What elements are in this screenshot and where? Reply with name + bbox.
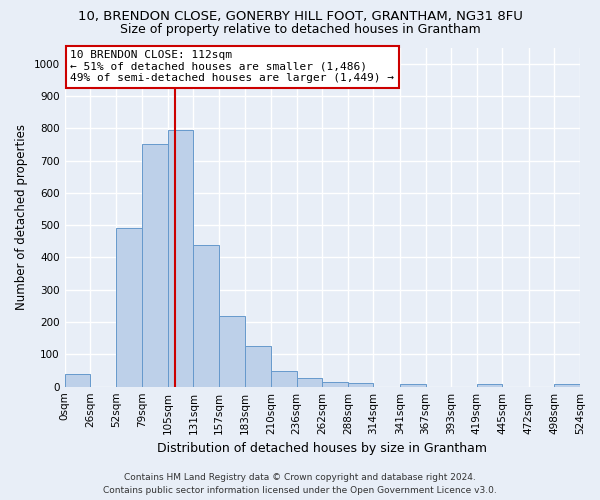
Y-axis label: Number of detached properties: Number of detached properties — [15, 124, 28, 310]
Text: Size of property relative to detached houses in Grantham: Size of property relative to detached ho… — [119, 22, 481, 36]
Bar — [322, 382, 348, 386]
Text: 10, BRENDON CLOSE, GONERBY HILL FOOT, GRANTHAM, NG31 8FU: 10, BRENDON CLOSE, GONERBY HILL FOOT, GR… — [77, 10, 523, 23]
Bar — [296, 378, 322, 386]
Bar — [245, 346, 271, 387]
Bar — [348, 384, 373, 386]
Bar — [219, 316, 245, 386]
Text: Contains HM Land Registry data © Crown copyright and database right 2024.
Contai: Contains HM Land Registry data © Crown c… — [103, 474, 497, 495]
Bar — [65, 374, 90, 386]
Bar — [477, 384, 502, 386]
Bar — [193, 245, 219, 386]
Bar — [168, 130, 193, 386]
X-axis label: Distribution of detached houses by size in Grantham: Distribution of detached houses by size … — [157, 442, 487, 455]
Bar — [400, 384, 425, 386]
Bar — [271, 370, 296, 386]
Bar — [116, 228, 142, 386]
Bar — [554, 384, 580, 386]
Bar — [142, 144, 168, 386]
Text: 10 BRENDON CLOSE: 112sqm
← 51% of detached houses are smaller (1,486)
49% of sem: 10 BRENDON CLOSE: 112sqm ← 51% of detach… — [70, 50, 394, 84]
